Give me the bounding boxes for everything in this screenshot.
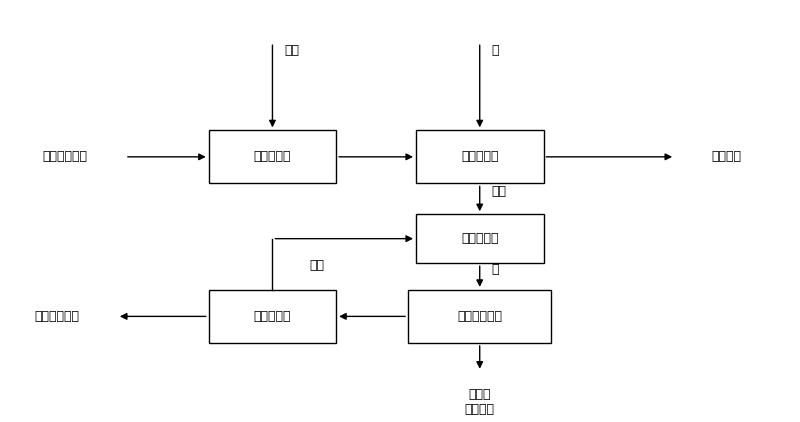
Text: 废液回收池: 废液回收池 [461, 232, 498, 245]
Bar [408, 290, 551, 343]
Text: 硫粉: 硫粉 [285, 44, 299, 57]
Text: 板框压滤机: 板框压滤机 [254, 310, 291, 323]
Text: 淋滤复合菌剂: 淋滤复合菌剂 [42, 150, 88, 163]
Text: 碱: 碱 [492, 44, 499, 57]
Text: 碱: 碱 [492, 263, 499, 276]
Text: 板框压滤机: 板框压滤机 [461, 150, 498, 163]
Bar [416, 214, 543, 263]
Text: 危险废物中心: 危险废物中心 [34, 310, 80, 323]
Bar [416, 130, 543, 184]
Bar [209, 290, 336, 343]
Text: 污泥堆肥: 污泥堆肥 [712, 150, 742, 163]
Bar [209, 130, 336, 184]
Text: 电絮凝自浮区: 电絮凝自浮区 [458, 310, 502, 323]
Text: 滤液: 滤液 [310, 259, 324, 272]
Text: 上清液
达标外排: 上清液 达标外排 [465, 388, 494, 416]
Text: 生物淋滤池: 生物淋滤池 [254, 150, 291, 163]
Text: 液相: 液相 [492, 185, 506, 198]
